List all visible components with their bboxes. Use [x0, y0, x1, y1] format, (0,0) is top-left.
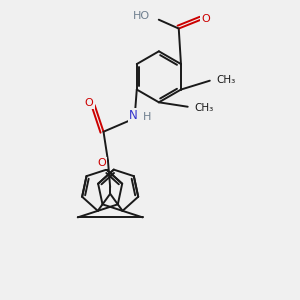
Text: O: O [97, 158, 106, 168]
Text: N: N [129, 109, 138, 122]
Text: HO: HO [133, 11, 150, 21]
Text: O: O [85, 98, 94, 108]
Text: O: O [201, 14, 210, 24]
Text: CH₃: CH₃ [217, 75, 236, 85]
Text: CH₃: CH₃ [194, 103, 214, 113]
Text: H: H [142, 112, 151, 122]
